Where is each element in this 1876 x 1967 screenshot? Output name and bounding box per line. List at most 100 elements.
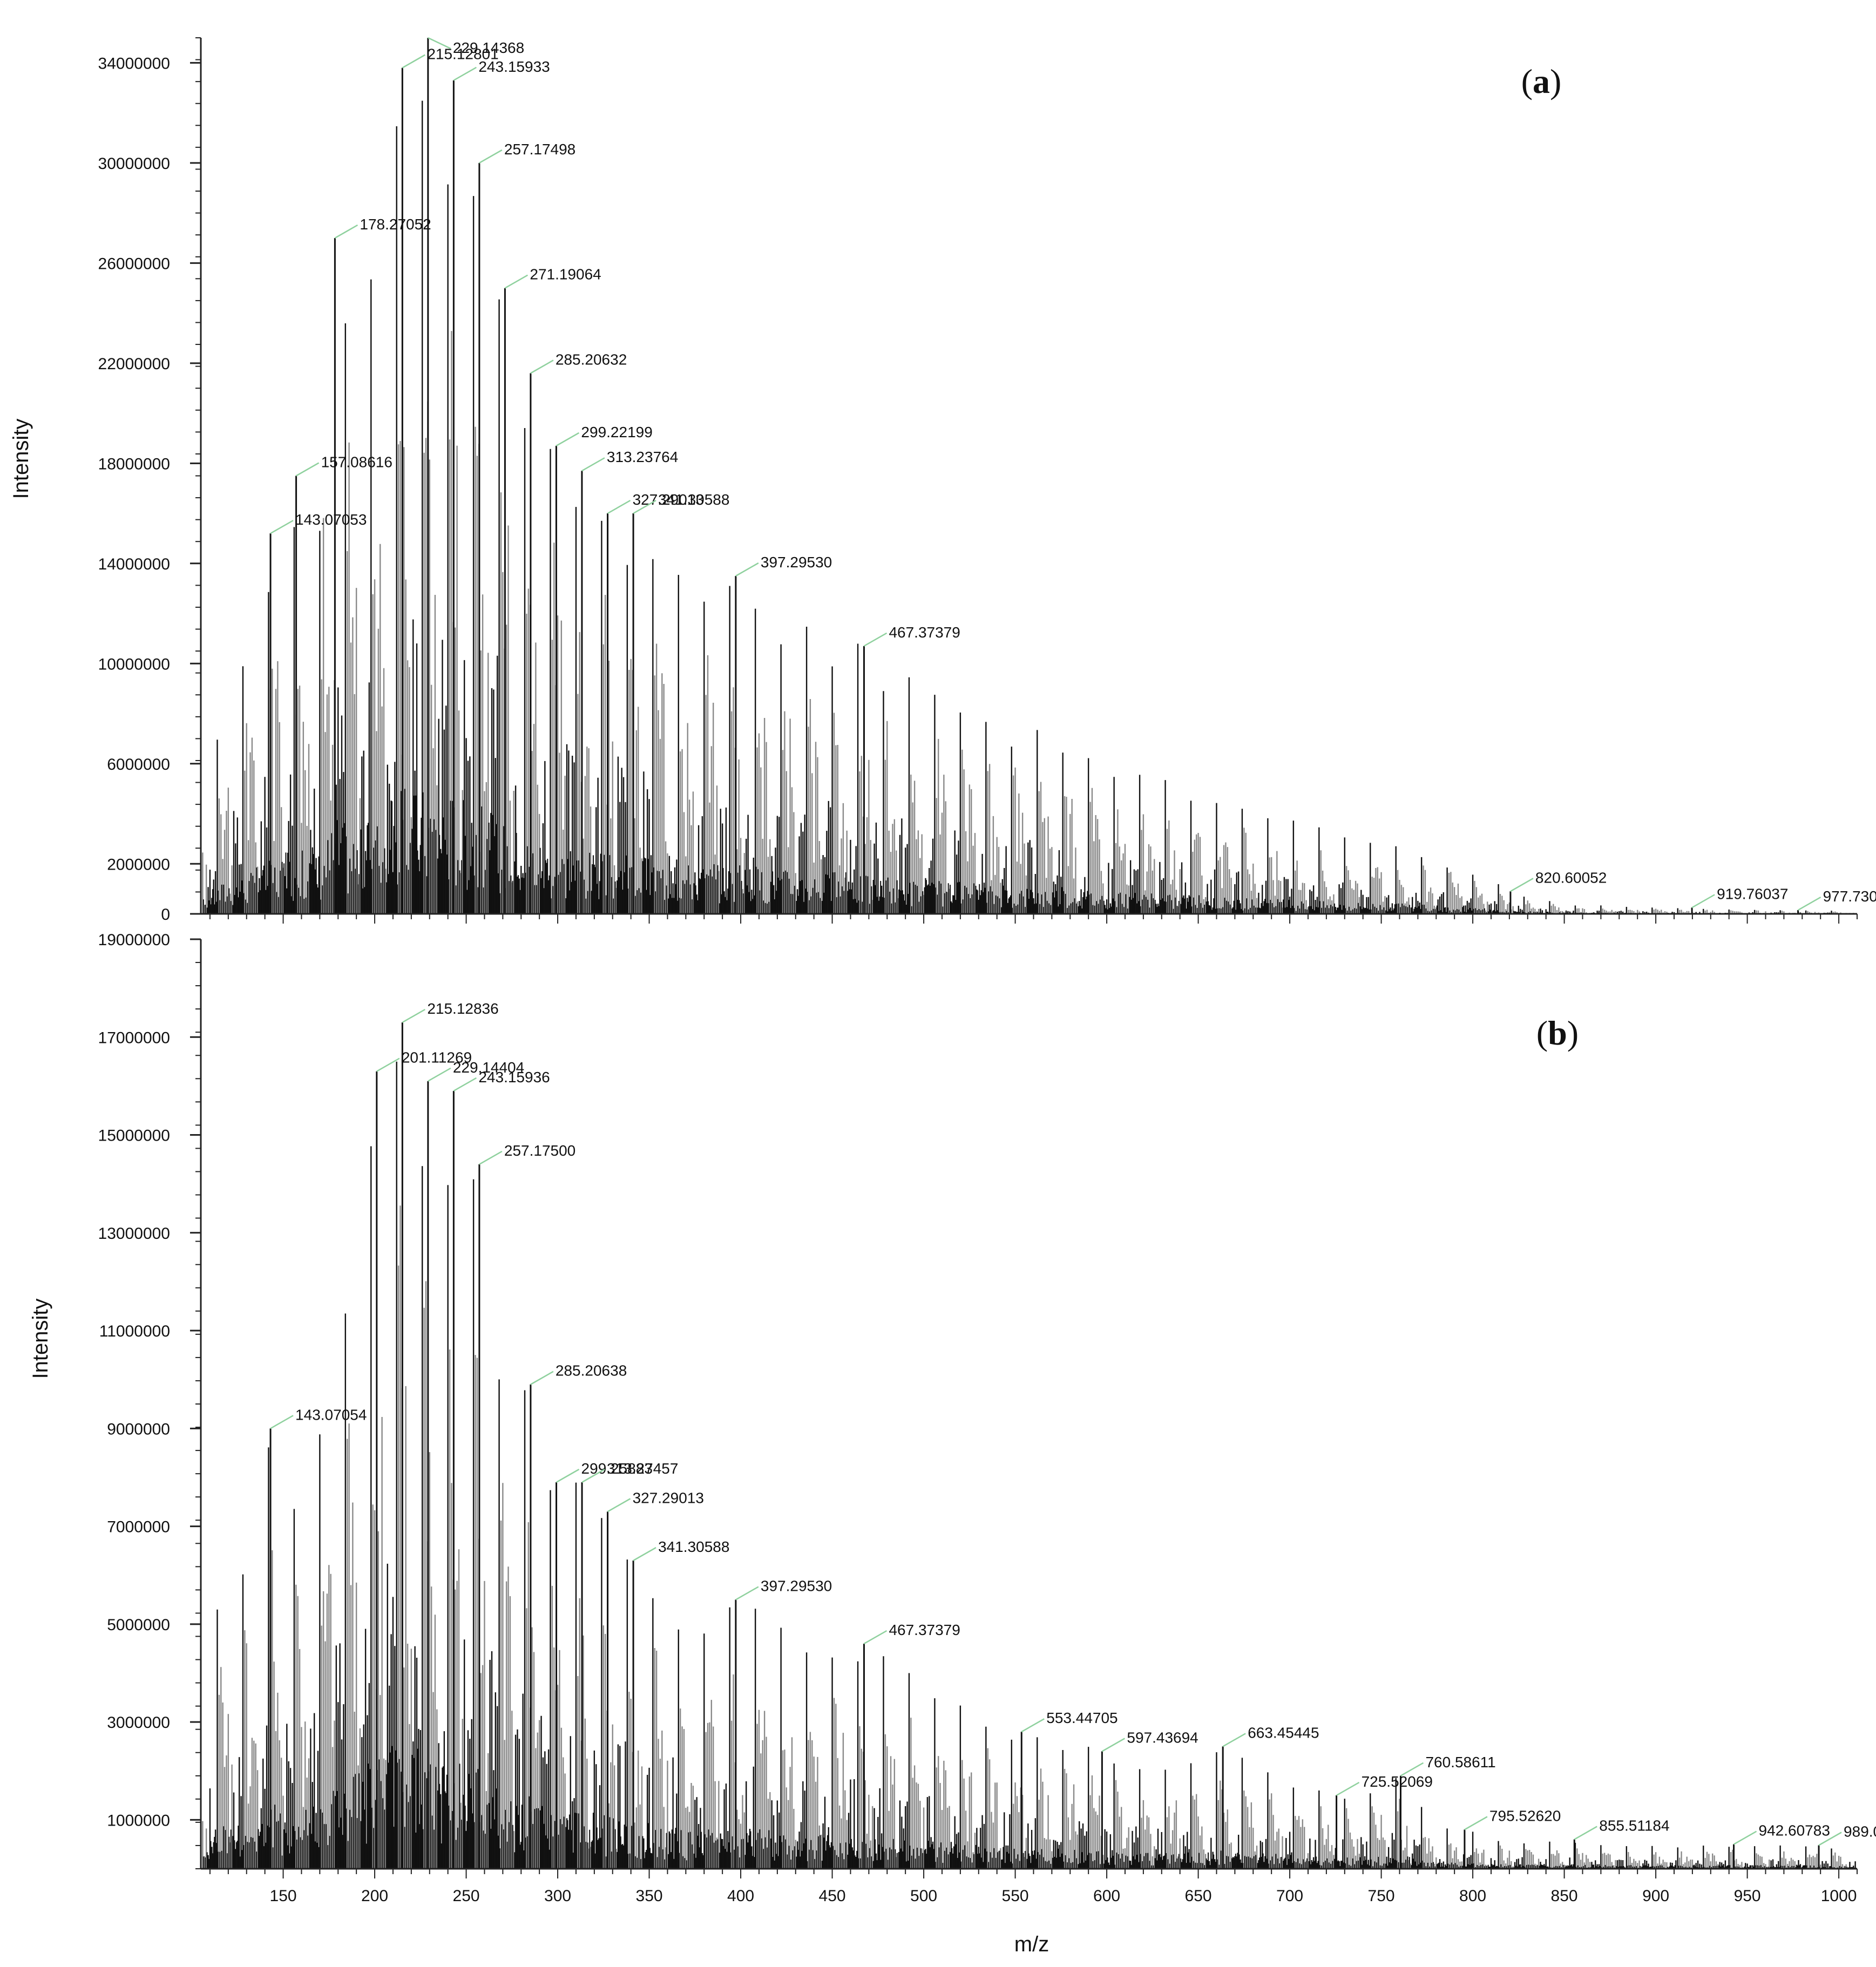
peak-label: 229.14368 bbox=[453, 39, 524, 56]
panel-a-peak-labels: 143.07053 157.08616 178.27052 215.12801229.… bbox=[270, 37, 1876, 911]
peak-label: 989.07159 bbox=[1844, 1823, 1876, 1840]
y-tick-label: 19000000 bbox=[98, 931, 170, 949]
y-tick-label: 30000000 bbox=[98, 155, 170, 173]
x-tick-label: 250 bbox=[453, 1887, 480, 1905]
x-tick-label: 850 bbox=[1551, 1887, 1578, 1905]
peak-leader-line bbox=[1336, 1781, 1360, 1796]
peak-label: 855.51184 bbox=[1599, 1817, 1669, 1834]
peak-leader-line bbox=[428, 37, 451, 50]
peak-leader-line bbox=[735, 1586, 759, 1600]
peak-leader-line bbox=[479, 149, 503, 164]
spectrum-panel-a: 0 2000000 6000000 10000000 14000000 18000000 2… bbox=[9, 37, 1876, 924]
peak-label: 397.29530 bbox=[761, 554, 832, 571]
peak-label: 327.29013 bbox=[633, 491, 704, 508]
x-tick-label: 350 bbox=[636, 1887, 663, 1905]
y-tick-label: 9000000 bbox=[107, 1420, 170, 1438]
x-tick-label: 1000 bbox=[1821, 1887, 1857, 1905]
peak-leader-line bbox=[295, 462, 320, 477]
peak-label: 760.58611 bbox=[1425, 1754, 1495, 1771]
peak-leader-line bbox=[376, 1057, 400, 1072]
y-tick-label: 18000000 bbox=[98, 455, 170, 473]
spectrum-panel-b: 1000000 3000000 5000000 7000000 9000000 11000… bbox=[29, 931, 1876, 1956]
x-tick-label: 800 bbox=[1459, 1887, 1486, 1905]
peak-leader-line bbox=[607, 1498, 631, 1512]
peak-label: 663.45445 bbox=[1248, 1724, 1319, 1741]
panel-b-axes: 1000000 3000000 5000000 7000000 9000000 11000… bbox=[98, 931, 1858, 1905]
y-tick-label: 26000000 bbox=[98, 255, 170, 273]
peak-label: 467.37379 bbox=[889, 1622, 960, 1638]
y-tick-label: 13000000 bbox=[98, 1225, 170, 1243]
peak-label: 243.15936 bbox=[478, 1069, 550, 1086]
panel-b-y-axis-title: Intensity bbox=[29, 1299, 52, 1379]
peak-leader-line bbox=[453, 66, 477, 81]
peak-label: 285.20638 bbox=[556, 1362, 627, 1379]
x-tick-label: 150 bbox=[270, 1887, 297, 1905]
peak-label: 725.52069 bbox=[1362, 1773, 1433, 1790]
peak-leader-line bbox=[556, 432, 580, 446]
peak-label: 313.23764 bbox=[607, 449, 678, 465]
x-tick-label: 400 bbox=[727, 1887, 754, 1905]
panel-a-axes: 0 2000000 6000000 10000000 14000000 18000000 2… bbox=[98, 37, 1858, 924]
peak-leader-line bbox=[633, 1547, 656, 1562]
peak-label: 467.37379 bbox=[889, 624, 960, 641]
peak-leader-line bbox=[556, 1468, 580, 1483]
peak-label: 327.29013 bbox=[633, 1489, 704, 1506]
peak-leader-line bbox=[504, 274, 529, 289]
y-tick-label: 22000000 bbox=[98, 355, 170, 373]
peak-leader-line bbox=[270, 1415, 294, 1429]
peak-label: 143.07054 bbox=[295, 1406, 367, 1423]
peak-leader-line bbox=[530, 360, 554, 374]
peak-leader-line bbox=[402, 54, 425, 69]
peak-leader-line bbox=[428, 1067, 451, 1082]
y-tick-label: 17000000 bbox=[98, 1029, 170, 1047]
peak-label: 942.60783 bbox=[1759, 1822, 1830, 1839]
peak-label: 341.30588 bbox=[658, 1538, 729, 1555]
peak-label: 919.76037 bbox=[1717, 885, 1788, 902]
peak-leader-line bbox=[607, 499, 631, 514]
peak-leader-line bbox=[1510, 878, 1534, 892]
peak-label: 201.11269 bbox=[402, 1049, 472, 1066]
peak-leader-line bbox=[1797, 896, 1821, 911]
panel-b-peak-labels: 143.07054 201.11269 215.12836 229.14404243.… bbox=[270, 1000, 1876, 1846]
x-tick-label: 550 bbox=[1002, 1887, 1029, 1905]
peak-leader-line bbox=[1574, 1826, 1597, 1840]
panel-a-y-axis-title: Intensity bbox=[9, 419, 33, 499]
panel-a-peaks bbox=[202, 38, 1857, 914]
peak-label: 795.52620 bbox=[1489, 1807, 1561, 1824]
x-tick-label: 950 bbox=[1734, 1887, 1761, 1905]
peak-leader-line bbox=[453, 1077, 477, 1092]
y-tick-label: 1000000 bbox=[107, 1812, 170, 1829]
peak-leader-line bbox=[479, 1150, 503, 1165]
peak-leader-line bbox=[1222, 1733, 1246, 1747]
peak-label: 285.20632 bbox=[556, 351, 627, 368]
peak-label: 215.12836 bbox=[427, 1000, 498, 1017]
peak-label: 271.19064 bbox=[530, 266, 601, 283]
peak-leader-line bbox=[1733, 1830, 1757, 1845]
peak-leader-line bbox=[1400, 1762, 1424, 1776]
peak-label: 597.43694 bbox=[1127, 1729, 1198, 1746]
y-tick-label: 6000000 bbox=[107, 756, 170, 774]
x-tick-label: 750 bbox=[1368, 1887, 1395, 1905]
x-tick-label: 450 bbox=[819, 1887, 846, 1905]
y-tick-label: 14000000 bbox=[98, 555, 170, 573]
y-tick-label: 0 bbox=[161, 906, 170, 924]
y-tick-label: 10000000 bbox=[98, 655, 170, 673]
peak-leader-line bbox=[863, 632, 888, 647]
y-tick-label: 15000000 bbox=[98, 1127, 170, 1145]
peak-leader-line bbox=[1818, 1832, 1842, 1846]
peak-label: 178.27052 bbox=[360, 216, 431, 233]
peak-label: 229.14404 bbox=[453, 1059, 524, 1076]
peak-label: 299.22199 bbox=[581, 424, 652, 440]
y-tick-label: 5000000 bbox=[107, 1616, 170, 1634]
x-tick-label: 700 bbox=[1276, 1887, 1303, 1905]
peak-label: 341.30588 bbox=[658, 491, 729, 508]
x-tick-label: 900 bbox=[1642, 1887, 1669, 1905]
y-tick-label: 3000000 bbox=[107, 1714, 170, 1732]
peak-label: 299.25883 bbox=[581, 1460, 653, 1477]
peak-leader-line bbox=[530, 1371, 554, 1385]
y-tick-label: 2000000 bbox=[107, 856, 170, 873]
x-tick-label: 500 bbox=[910, 1887, 937, 1905]
peak-leader-line bbox=[334, 224, 358, 239]
